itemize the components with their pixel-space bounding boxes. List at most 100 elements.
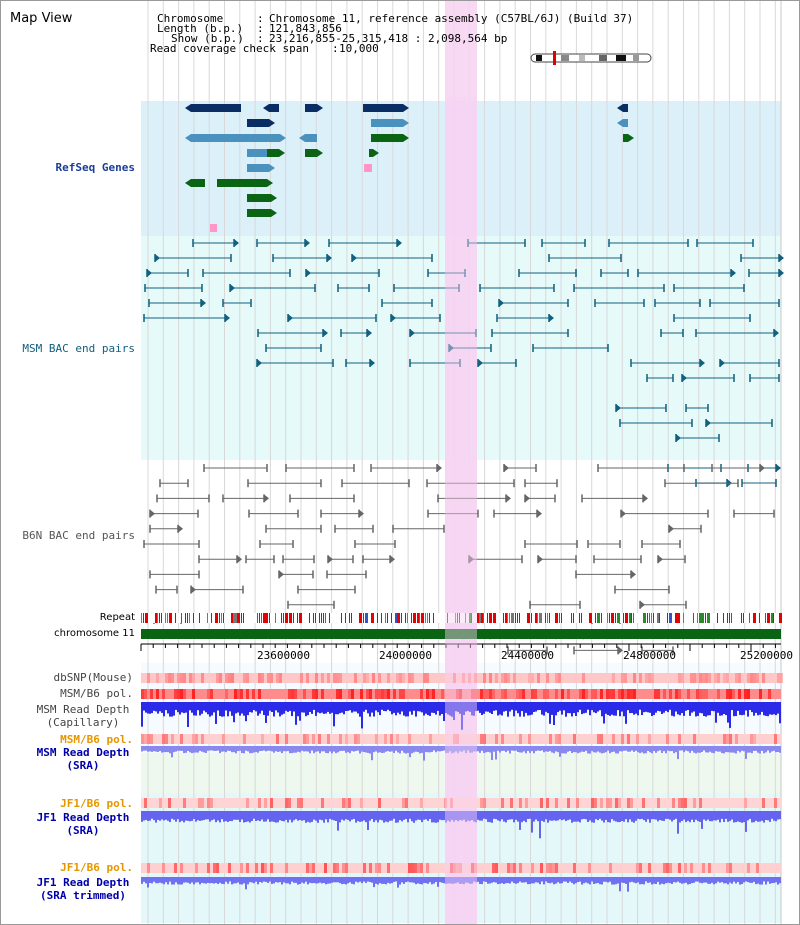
depth-bar [161,746,163,753]
depth-bar [633,877,635,883]
depth-bar [207,811,209,820]
gene-feature [267,149,279,157]
depth-bar [561,811,563,821]
depth-bar [517,746,519,752]
repeat-feature [589,613,592,623]
depth-bar [557,702,559,713]
depth-bar [429,811,431,819]
repeat-feature [609,613,610,623]
track-label-refseq[interactable]: RefSeq Genes [55,161,135,174]
depth-bar [563,877,565,882]
repeat-feature [649,613,650,623]
depth-bar [275,702,277,711]
depth-bar [571,702,573,717]
heat-cell [387,863,390,873]
depth-bar [211,877,213,884]
depth-bar [719,877,721,883]
repeat-feature [289,613,292,623]
depth-bar [673,746,675,754]
depth-bar [571,877,573,883]
depth-bar [201,811,203,821]
repeat-feature [185,613,186,623]
depth-bar [355,877,357,882]
depth-bar [725,877,727,884]
depth-bar [687,702,689,710]
heat-cell [702,689,705,699]
heat-cell [444,798,447,808]
heat-cell [192,689,195,699]
depth-bar [169,746,171,754]
depth-bar [477,702,479,711]
depth-bar [167,811,169,821]
track-label-msm-bac[interactable]: MSM BAC end pairs [22,342,135,355]
heat-cell [183,673,186,683]
depth-bar [735,746,737,754]
repeat-feature [413,613,416,623]
heat-cell [555,863,558,873]
depth-bar [711,877,713,883]
bac-end-arrow [658,555,663,564]
repeat-feature [387,613,388,623]
depth-bar [449,746,451,752]
track-label-jf1-pol-trimmed: JF1/B6 pol. [60,861,133,874]
depth-bar [667,811,669,819]
depth-bar [359,702,361,717]
heat-cell [471,863,474,873]
heat-cell [159,798,162,808]
depth-bar [267,811,269,820]
depth-bar [633,702,635,715]
depth-bar [303,811,305,821]
depth-bar [429,877,431,883]
depth-bar [685,811,687,823]
depth-bar [731,746,733,753]
depth-bar [721,877,723,883]
heat-cell [171,673,174,683]
depth-bar [551,702,553,715]
repeat-feature [771,613,774,623]
length-value: 121,843,856 [269,22,342,35]
bac-end-arrow [774,329,779,337]
depth-bar [223,811,225,822]
depth-bar [655,877,657,884]
depth-bar [759,877,761,885]
bac-end-arrow [720,359,725,367]
heat-cell [354,734,357,744]
heat-cell [312,863,315,873]
depth-bar [677,877,679,882]
depth-bar [477,746,479,752]
depth-bar [195,746,197,753]
depth-bar [375,746,377,752]
depth-bar [641,746,643,753]
depth-bar [597,877,599,883]
depth-bar [653,811,655,820]
depth-bar [711,746,713,753]
depth-bar [719,811,721,823]
depth-bar [577,811,579,822]
depth-bar [327,811,329,823]
depth-bar [361,811,363,822]
depth-bar [363,877,365,882]
depth-bar [423,877,425,883]
depth-bar [217,811,219,821]
repeat-feature [211,613,212,623]
depth-bar [145,746,147,751]
depth-bar [229,702,231,712]
heat-cell [690,863,693,873]
repeat-feature [693,613,694,623]
track-label-b6n-bac[interactable]: B6N BAC end pairs [22,529,135,542]
repeat-feature [237,613,240,623]
heat-cell [165,673,168,683]
repeat-feature [727,613,728,623]
heat-cell [324,863,327,873]
depth-bar [151,746,153,752]
depth-bar [221,811,223,820]
heat-cell [474,689,477,699]
heat-cell [699,689,702,699]
repeat-feature [233,613,236,623]
depth-bar [681,877,683,884]
depth-bar [287,811,289,823]
heat-cell [384,689,387,699]
gene-feature [217,179,267,187]
depth-bar [515,877,517,884]
heat-cell [594,689,597,699]
